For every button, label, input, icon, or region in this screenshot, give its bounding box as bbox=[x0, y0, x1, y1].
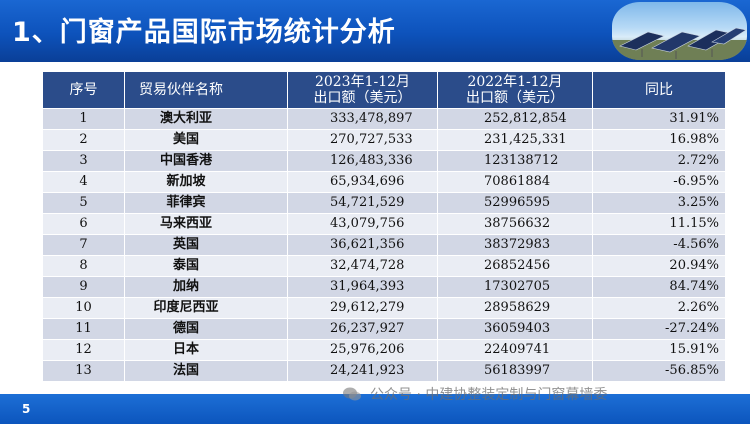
cell-2023: 26,237,927 bbox=[287, 318, 438, 340]
cell-yoy: -56.85% bbox=[592, 360, 726, 382]
cell-2022: 26852456 bbox=[437, 255, 593, 277]
cell-2022: 38372983 bbox=[437, 234, 593, 256]
cell-partner: 美国 bbox=[124, 129, 288, 151]
solar-panel-photo bbox=[612, 2, 747, 60]
header-2022: 2022年1-12月 出口额（美元） bbox=[437, 71, 593, 109]
cell-partner: 德国 bbox=[124, 318, 288, 340]
header-partner: 贸易伙伴名称 bbox=[124, 71, 288, 109]
cell-2023: 54,721,529 bbox=[287, 192, 438, 214]
cell-yoy: 2.26% bbox=[592, 297, 726, 319]
cell-2023: 65,934,696 bbox=[287, 171, 438, 193]
cell-yoy: 84.74% bbox=[592, 276, 726, 298]
table-row: 1 澳大利亚 333,478,897 252,812,854 31.91% bbox=[42, 108, 726, 130]
cell-seq: 9 bbox=[42, 276, 125, 298]
wechat-icon bbox=[343, 387, 361, 401]
header-seq: 序号 bbox=[42, 71, 125, 109]
cell-seq: 13 bbox=[42, 360, 125, 382]
cell-seq: 3 bbox=[42, 150, 125, 172]
cell-2022: 70861884 bbox=[437, 171, 593, 193]
cell-2022: 36059403 bbox=[437, 318, 593, 340]
cell-partner: 英国 bbox=[124, 234, 288, 256]
cell-seq: 12 bbox=[42, 339, 125, 361]
header-2023-line1: 2023年1-12月 bbox=[314, 74, 411, 90]
export-table-container: 序号 贸易伙伴名称 2023年1-12月 出口额（美元） 2022年1-12月 … bbox=[42, 71, 726, 382]
cell-2022: 38756632 bbox=[437, 213, 593, 235]
cell-partner: 菲律宾 bbox=[124, 192, 288, 214]
table-row: 6 马来西亚 43,079,756 38756632 11.15% bbox=[42, 213, 726, 235]
table-row: 9 加纳 31,964,393 17302705 84.74% bbox=[42, 276, 726, 298]
table-row: 3 中国香港 126,483,336 123138712 2.72% bbox=[42, 150, 726, 172]
cell-2022: 252,812,854 bbox=[437, 108, 593, 130]
cell-partner: 法国 bbox=[124, 360, 288, 382]
cell-seq: 2 bbox=[42, 129, 125, 151]
table-row: 12 日本 25,976,206 22409741 15.91% bbox=[42, 339, 726, 361]
table-row: 11 德国 26,237,927 36059403 -27.24% bbox=[42, 318, 726, 340]
watermark-text: 公众号 · 中建协整装定制与门窗幕墙委 bbox=[370, 387, 608, 403]
cell-seq: 7 bbox=[42, 234, 125, 256]
cell-2023: 31,964,393 bbox=[287, 276, 438, 298]
cell-seq: 10 bbox=[42, 297, 125, 319]
cell-2023: 32,474,728 bbox=[287, 255, 438, 277]
table-row: 8 泰国 32,474,728 26852456 20.94% bbox=[42, 255, 726, 277]
cell-partner: 新加坡 bbox=[124, 171, 288, 193]
cell-2022: 52996595 bbox=[437, 192, 593, 214]
table-row: 5 菲律宾 54,721,529 52996595 3.25% bbox=[42, 192, 726, 214]
cell-seq: 6 bbox=[42, 213, 125, 235]
cell-2022: 56183997 bbox=[437, 360, 593, 382]
cell-2023: 25,976,206 bbox=[287, 339, 438, 361]
cell-seq: 1 bbox=[42, 108, 125, 130]
cell-yoy: -6.95% bbox=[592, 171, 726, 193]
table-row: 13 法国 24,241,923 56183997 -56.85% bbox=[42, 360, 726, 382]
cell-seq: 8 bbox=[42, 255, 125, 277]
watermark: 公众号 · 中建协整装定制与门窗幕墙委 bbox=[342, 384, 607, 404]
cell-2022: 28958629 bbox=[437, 297, 593, 319]
cell-partner: 马来西亚 bbox=[124, 213, 288, 235]
cell-2023: 24,241,923 bbox=[287, 360, 438, 382]
cell-yoy: -27.24% bbox=[592, 318, 726, 340]
table-row: 4 新加坡 65,934,696 70861884 -6.95% bbox=[42, 171, 726, 193]
slide-title: 1、门窗产品国际市场统计分析 bbox=[12, 17, 396, 48]
cell-yoy: 2.72% bbox=[592, 150, 726, 172]
cell-2023: 29,612,279 bbox=[287, 297, 438, 319]
cell-2023: 270,727,533 bbox=[287, 129, 438, 151]
cell-2023: 333,478,897 bbox=[287, 108, 438, 130]
table-header-row: 序号 贸易伙伴名称 2023年1-12月 出口额（美元） 2022年1-12月 … bbox=[42, 71, 726, 109]
export-table: 序号 贸易伙伴名称 2023年1-12月 出口额（美元） 2022年1-12月 … bbox=[42, 71, 726, 382]
footer-bar: 5 bbox=[0, 394, 750, 424]
cell-yoy: 15.91% bbox=[592, 339, 726, 361]
header-2023: 2023年1-12月 出口额（美元） bbox=[287, 71, 438, 109]
cell-2023: 43,079,756 bbox=[287, 213, 438, 235]
cell-partner: 中国香港 bbox=[124, 150, 288, 172]
cell-partner: 加纳 bbox=[124, 276, 288, 298]
cell-2022: 231,425,331 bbox=[437, 129, 593, 151]
header-2022-line1: 2022年1-12月 bbox=[467, 74, 563, 90]
header-2023-line2: 出口额（美元） bbox=[313, 90, 412, 106]
cell-2022: 22409741 bbox=[437, 339, 593, 361]
header-2022-line2: 出口额（美元） bbox=[466, 90, 564, 106]
cell-partner: 日本 bbox=[124, 339, 288, 361]
cell-seq: 4 bbox=[42, 171, 125, 193]
cell-yoy: 11.15% bbox=[592, 213, 726, 235]
cell-partner: 澳大利亚 bbox=[124, 108, 288, 130]
header-yoy: 同比 bbox=[592, 71, 726, 109]
cell-yoy: 16.98% bbox=[592, 129, 726, 151]
cell-2023: 36,621,356 bbox=[287, 234, 438, 256]
table-row: 7 英国 36,621,356 38372983 -4.56% bbox=[42, 234, 726, 256]
cell-yoy: -4.56% bbox=[592, 234, 726, 256]
cell-seq: 11 bbox=[42, 318, 125, 340]
cell-yoy: 20.94% bbox=[592, 255, 726, 277]
cell-2023: 126,483,336 bbox=[287, 150, 438, 172]
cell-2022: 123138712 bbox=[437, 150, 593, 172]
cell-partner: 印度尼西亚 bbox=[124, 297, 288, 319]
cell-yoy: 31.91% bbox=[592, 108, 726, 130]
cell-partner: 泰国 bbox=[124, 255, 288, 277]
table-row: 2 美国 270,727,533 231,425,331 16.98% bbox=[42, 129, 726, 151]
table-row: 10 印度尼西亚 29,612,279 28958629 2.26% bbox=[42, 297, 726, 319]
cell-seq: 5 bbox=[42, 192, 125, 214]
cell-yoy: 3.25% bbox=[592, 192, 726, 214]
cell-2022: 17302705 bbox=[437, 276, 593, 298]
solar-panel-image bbox=[612, 27, 747, 60]
page-number: 5 bbox=[22, 402, 31, 416]
